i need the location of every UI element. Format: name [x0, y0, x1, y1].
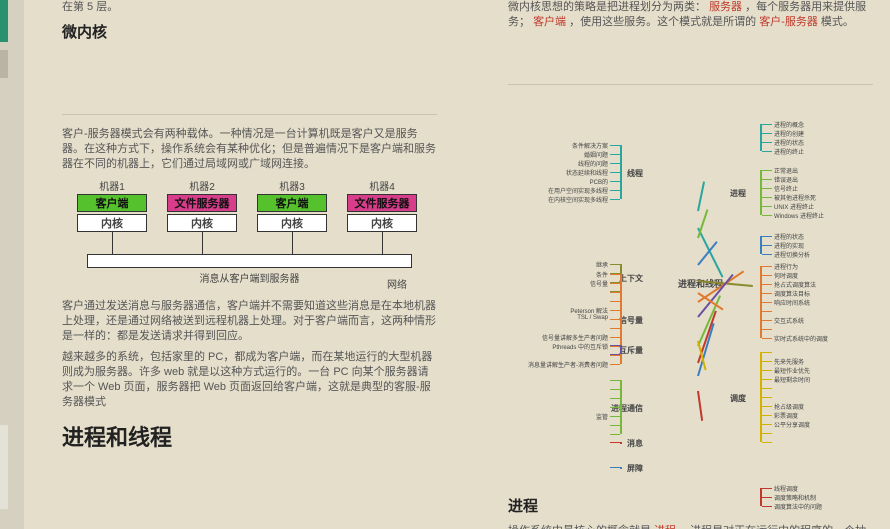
mindmap-leaf: 被其他进程杀死: [774, 193, 816, 202]
divider: [508, 84, 873, 85]
mindmap-leaf: 条件: [596, 270, 608, 279]
body-text: 微内核思想的策略是把进程划分为两类： 服务器 ，每个服务器用来提供服务； 客户端…: [508, 0, 873, 30]
left-column: 在第 5 层。 微内核 客户-服务器模式会有两种载体。一种情况是一台计算机既是客…: [62, 0, 437, 529]
diagram-bottom-box: 内核: [257, 214, 327, 232]
right-column: 微内核思想的策略是把进程划分为两类： 服务器 ，每个服务器用来提供服务； 客户端…: [508, 0, 873, 529]
mindmap-branch-label: 调度: [730, 393, 746, 404]
mindmap-leaf: TSL / Swap: [577, 315, 608, 321]
body-text: 客户-服务器模式会有两种载体。一种情况是一台计算机既是客户又是服务器。在这种方式…: [62, 127, 437, 172]
mindmap-leaf: 进程切换分析: [774, 250, 810, 259]
mindmap-leaf: 抢占式调度算法: [774, 280, 816, 289]
mindmap-leaf: 最短作业优先: [774, 366, 810, 375]
mindmap-branch-label: 线程: [627, 168, 643, 179]
mindmap-leaf: 调度策略和机制: [774, 493, 816, 502]
mindmap-leaf: 错误退出: [774, 175, 798, 184]
diagram-caption: 消息从客户端到服务器: [62, 270, 437, 285]
diagram-col-label: 机器3: [257, 178, 327, 193]
mindmap-diagram: 进程和线程 线程条件解决方案婚姻问题线程的问题状态延续和线程PCB的在用户空间实…: [508, 97, 873, 477]
mindmap-leaf: 信号量讲解多生产者问题: [542, 333, 608, 342]
mindmap-leaf: 调度算法目标: [774, 289, 810, 298]
mindmap-leaf: 先来先服务: [774, 357, 804, 366]
mindmap-leaf: Pthreads 中的互斥锁: [552, 342, 608, 351]
mindmap-leaf: 继承: [596, 260, 608, 269]
diagram-col-label: 机器2: [167, 178, 237, 193]
body-text: 在第 5 层。: [62, 0, 437, 15]
mindmap-leaf: 进程行为: [774, 262, 798, 271]
mindmap-leaf: 进程的终止: [774, 147, 804, 156]
body-text: 客户通过发送消息与服务器通信，客户端并不需要知道这些消息是在本地机器上处理，还是…: [62, 299, 437, 344]
mindmap-leaf: 何时调度: [774, 271, 798, 280]
mindmap-branch-label: 互斥量: [619, 345, 643, 356]
mindmap-leaf: 调度算法中的问题: [774, 502, 822, 511]
diagram-col-label: 机器1: [77, 178, 147, 193]
page: 在第 5 层。 微内核 客户-服务器模式会有两种载体。一种情况是一台计算机既是客…: [0, 0, 890, 529]
mindmap-leaf: Peterson 解法: [570, 306, 608, 315]
mindmap-leaf: 消息量讲解生产者-消费者问题: [528, 360, 608, 369]
mindmap-leaf: 进程的概念: [774, 120, 804, 129]
diagram-bottom-box: 内核: [167, 214, 237, 232]
mindmap-leaf: 线程的问题: [578, 159, 608, 168]
mindmap-leaf: 状态延续和线程: [566, 168, 608, 177]
diagram-bus: [87, 254, 412, 268]
mindmap-branch-label: 信号量: [619, 315, 643, 326]
keyword: 客户端: [533, 16, 566, 28]
mindmap-leaf: 条件解决方案: [572, 141, 608, 150]
mindmap-leaf: 最短剩余时间: [774, 375, 810, 384]
mindmap-leaf: 彩票调度: [774, 411, 798, 420]
mindmap-leaf: 抢占级调度: [774, 402, 804, 411]
mindmap-leaf: UNIX 进程终止: [774, 202, 814, 211]
mindmap-leaf: 婚姻问题: [584, 150, 608, 159]
mindmap-leaf: 实时式系统中的调度: [774, 334, 828, 343]
diagram-bottom-box: 内核: [77, 214, 147, 232]
diagram-top-box: 客户端: [257, 194, 327, 212]
keyword: 进程: [654, 525, 676, 529]
mindmap-leaf: 进程的实现: [774, 241, 804, 250]
diagram-top-box: 文件服务器: [347, 194, 417, 212]
mindmap-leaf: 进程的创建: [774, 129, 804, 138]
diagram-col-label: 机器4: [347, 178, 417, 193]
keyword: 服务器: [709, 1, 742, 13]
heading-proc-thread: 进程和线程: [62, 420, 437, 452]
diagram-bottom-box: 内核: [347, 214, 417, 232]
mindmap-leaf: PCB的: [590, 177, 608, 186]
sidebar-tab[interactable]: [0, 425, 8, 509]
mindmap-branch-label: 消息: [627, 438, 643, 449]
mindmap-branch-label: 进程通信: [611, 403, 643, 414]
sidebar-tab[interactable]: [0, 50, 8, 78]
mindmap-leaf: 信号终止: [774, 184, 798, 193]
mindmap-leaf: Windows 进程终止: [774, 211, 824, 220]
diagram-top-box: 客户端: [77, 194, 147, 212]
mindmap-leaf: 监管: [596, 412, 608, 421]
mindmap-leaf: 信号量: [590, 279, 608, 288]
mindmap-branch-label: 屏障: [627, 463, 643, 474]
heading-microkernel: 微内核: [62, 21, 437, 42]
mindmap-leaf: 公平分享调度: [774, 420, 810, 429]
body-text: 越来越多的系统，包括家里的 PC，都成为客户端，而在某地运行的大型机器则成为服务…: [62, 350, 437, 410]
client-server-diagram: 消息从客户端到服务器 网络 机器1客户端内核机器2文件服务器内核机器3客户端内核…: [62, 178, 437, 293]
mindmap-leaf: 进程的状态: [774, 232, 804, 241]
mindmap-leaf: 正常退出: [774, 166, 798, 175]
mindmap-leaf: 在用户空间实现多线程: [548, 186, 608, 195]
divider: [62, 114, 437, 115]
diagram-network-label: 网络: [387, 276, 407, 291]
mindmap-leaf: 进程的状态: [774, 138, 804, 147]
keyword: 客户-服务器: [759, 16, 818, 28]
mindmap-leaf: 线程调度: [774, 484, 798, 493]
body-text: 操作系统中最核心的概念就是 进程 ，进程是对正在运行中的程序的一个抽象。操作系统…: [508, 524, 873, 529]
mindmap-leaf: 在内核空间实现多线程: [548, 195, 608, 204]
left-sidebar: [0, 0, 24, 529]
mindmap-branch-label: 上下文: [619, 273, 643, 284]
mindmap-branch-label: 进程: [730, 188, 746, 199]
mindmap-leaf: 交互式系统: [774, 316, 804, 325]
mindmap-leaf: 响应时间系统: [774, 298, 810, 307]
sidebar-tab-active[interactable]: [0, 0, 8, 42]
diagram-top-box: 文件服务器: [167, 194, 237, 212]
